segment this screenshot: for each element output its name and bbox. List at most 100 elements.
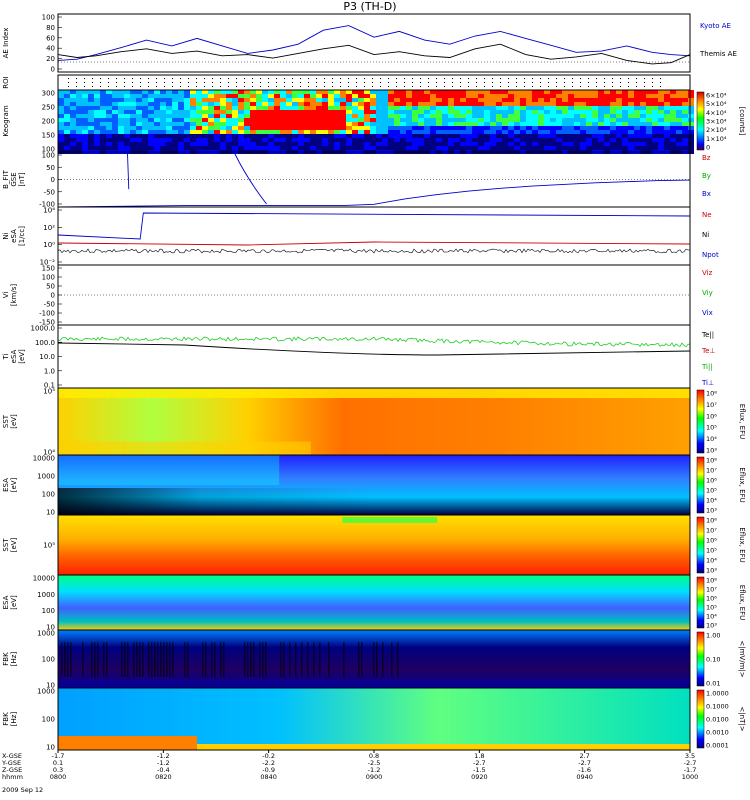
- keogram-cell: [322, 146, 328, 150]
- keogram-cell: [220, 118, 226, 122]
- legend-entry: Ti||: [701, 363, 713, 371]
- keogram-cell: [238, 134, 244, 138]
- keogram-cell: [490, 98, 496, 102]
- keogram-cell: [424, 130, 430, 134]
- keogram-cell: [58, 114, 64, 118]
- keogram-cell: [640, 94, 646, 98]
- keogram-cell: [76, 106, 82, 110]
- keogram-cell: [406, 146, 412, 150]
- keogram-cell: [64, 142, 70, 146]
- sst2-spectrogram: [58, 515, 690, 575]
- keogram-cell: [88, 106, 94, 110]
- roi-dot: [620, 78, 621, 79]
- keogram-cell: [406, 110, 412, 114]
- x-tick-label: 0940: [576, 773, 593, 781]
- keogram-cell: [550, 106, 556, 110]
- keogram-cell: [154, 134, 160, 138]
- keogram-cell: [322, 102, 328, 106]
- keogram-cell: [148, 94, 154, 98]
- keogram-cell: [676, 130, 682, 134]
- keogram-cell: [208, 114, 214, 118]
- keogram-cell: [688, 142, 694, 146]
- keogram-cell: [370, 134, 376, 138]
- keogram-cell: [142, 106, 148, 110]
- keogram-cell: [370, 138, 376, 142]
- roi-dot: [372, 86, 373, 87]
- keogram-cell: [112, 134, 118, 138]
- keogram-cell: [448, 134, 454, 138]
- keogram-cell: [580, 102, 586, 106]
- keogram-cell: [154, 94, 160, 98]
- keogram-cell: [250, 98, 256, 102]
- colorbar-tick-label: 10⁴: [706, 497, 717, 505]
- roi-dot: [564, 78, 565, 79]
- keogram-cell: [496, 110, 502, 114]
- roi-dot: [404, 82, 405, 83]
- keogram-cell: [544, 122, 550, 126]
- y-tick-label: 10⁰: [43, 241, 55, 249]
- keogram-cell: [88, 134, 94, 138]
- keogram-cell: [502, 106, 508, 110]
- keogram-cell: [160, 118, 166, 122]
- keogram-cell: [610, 110, 616, 114]
- keogram-cell: [592, 106, 598, 110]
- keogram-cell: [388, 146, 394, 150]
- keogram-cell: [610, 98, 616, 102]
- keogram-cell: [490, 130, 496, 134]
- keogram-cell: [460, 102, 466, 106]
- y-axis-label: AE Index: [2, 28, 10, 59]
- keogram-cell: [484, 126, 490, 130]
- keogram-cell: [382, 114, 388, 118]
- keogram-cell: [634, 122, 640, 126]
- keogram-cell: [610, 134, 616, 138]
- keogram-cell: [604, 122, 610, 126]
- keogram-cell: [70, 130, 76, 134]
- keogram-cell: [646, 126, 652, 130]
- keogram-cell: [646, 130, 652, 134]
- keogram-cell: [340, 94, 346, 98]
- keogram-cell: [448, 142, 454, 146]
- keogram-cell: [676, 106, 682, 110]
- keogram-cell: [214, 138, 220, 142]
- keogram-cell: [580, 142, 586, 146]
- keogram-cell: [628, 138, 634, 142]
- roi-dot: [572, 82, 573, 83]
- roi-dot: [468, 78, 469, 79]
- roi-dot: [116, 82, 117, 83]
- keogram-cell: [268, 118, 274, 122]
- keogram-cell: [148, 126, 154, 130]
- keogram-cell: [520, 126, 526, 130]
- keogram-cell: [556, 114, 562, 118]
- keogram-cell: [232, 130, 238, 134]
- keogram-cell: [532, 90, 538, 94]
- keogram-cell: [328, 134, 334, 138]
- roi-dot: [476, 82, 477, 83]
- keogram-cell: [640, 122, 646, 126]
- keogram-cell: [124, 134, 130, 138]
- keogram-cell: [466, 122, 472, 126]
- keogram-cell: [334, 118, 340, 122]
- keogram-cell: [118, 138, 124, 142]
- keogram-cell: [616, 94, 622, 98]
- keogram-cell: [160, 142, 166, 146]
- roi-dot: [580, 82, 581, 83]
- keogram-cell: [142, 146, 148, 150]
- keogram-cell: [676, 138, 682, 142]
- keogram-cell: [214, 106, 220, 110]
- keogram-cell: [322, 130, 328, 134]
- keogram-cell: [580, 130, 586, 134]
- keogram-cell: [64, 102, 70, 106]
- keogram-cell: [214, 146, 220, 150]
- keogram-cell: [424, 126, 430, 130]
- keogram-cell: [250, 122, 256, 126]
- keogram-cell: [502, 102, 508, 106]
- keogram-cell: [280, 102, 286, 106]
- roi-dot: [460, 78, 461, 79]
- keogram-cell: [358, 138, 364, 142]
- keogram-cell: [70, 122, 76, 126]
- keogram-cell: [340, 138, 346, 142]
- keogram-cell: [538, 102, 544, 106]
- keogram-cell: [286, 122, 292, 126]
- keogram-cell: [532, 126, 538, 130]
- colorbar-tick-label: 10³: [706, 622, 717, 630]
